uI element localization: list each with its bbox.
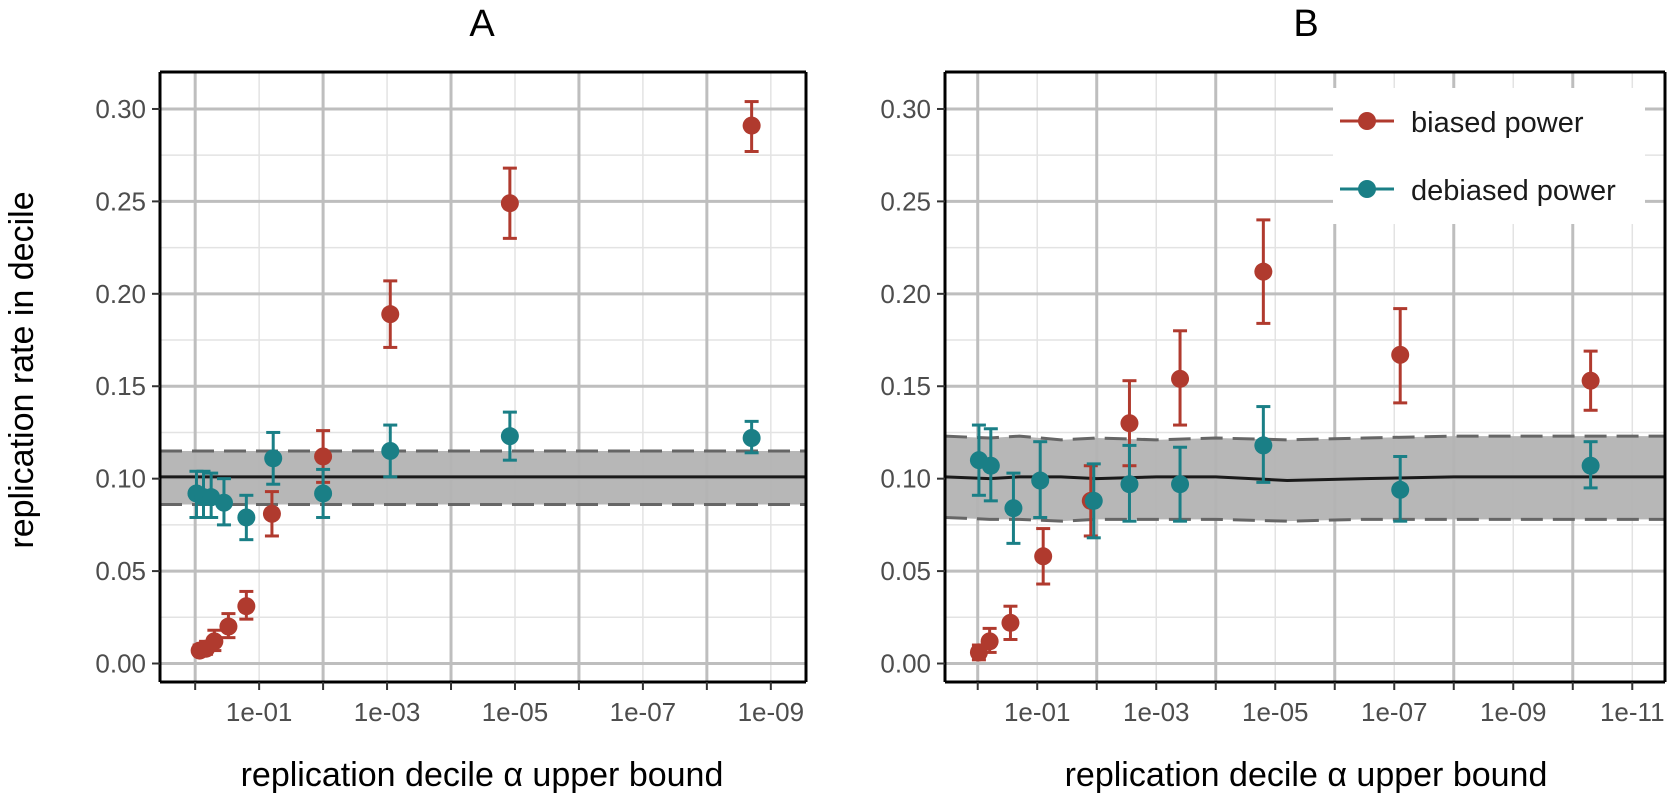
panel-b-y-tick-label: 0.10 (880, 464, 931, 494)
panel-a-y-tick-label: 0.10 (95, 464, 146, 494)
panel-a-title: A (469, 3, 495, 45)
panel-a-y-tick-label: 0.15 (95, 371, 146, 401)
panel-b-debiased-point (981, 456, 1000, 475)
panel-b-y-tick-label: 0.05 (880, 556, 931, 586)
panel-a-debiased-point (500, 427, 519, 446)
panel-b-y-tick-label: 0.25 (880, 186, 931, 216)
panel-b-x-tick-label: 1e-05 (1242, 697, 1309, 727)
panel-a-x-tick-label: 1e-07 (610, 697, 677, 727)
panel-b-title: B (1293, 3, 1318, 45)
panel-b-x-tick-label: 1e-01 (1004, 697, 1071, 727)
panel-a-x-tick-label: 1e-09 (738, 697, 805, 727)
panel-a-y-tick-label: 0.00 (95, 649, 146, 679)
panel-a-biased-point (314, 447, 333, 466)
panel-b-debiased-point (1031, 471, 1050, 490)
panel-a-y-tick-label: 0.30 (95, 94, 146, 124)
panel-a-biased-point (742, 116, 761, 135)
panel-b-biased-point (1254, 262, 1273, 281)
panel-a-x-tick-label: 1e-01 (226, 697, 293, 727)
panel-b-null-upper-dashed (944, 434, 1665, 442)
panel-a-biased-point (219, 617, 238, 636)
panel-a-biased-point (500, 194, 519, 213)
panel-a-y-tick-label: 0.05 (95, 556, 146, 586)
panel-b-y-tick-label: 0.20 (880, 279, 931, 309)
panel-b-y-tick-label: 0.00 (880, 649, 931, 679)
legend-key-biased-marker (1358, 112, 1376, 130)
panel-b-x-tick-label: 1e-03 (1123, 697, 1190, 727)
panel-a-biased-point (381, 305, 400, 324)
panel-b-y-tick-label: 0.15 (880, 371, 931, 401)
panel-b-biased-point (1001, 613, 1020, 632)
panel-a-debiased-point (742, 429, 761, 447)
panel-a-x-axis-label: replication decile α upper bound (241, 756, 724, 794)
panel-a-debiased-point (264, 449, 283, 468)
panel-b-x-tick-label: 1e-11 (1600, 697, 1665, 727)
panel-a-plot: 0.00 0.05 0.10 0.15 0.20 0.25 0.30 1e-01 1e-03 1e… (95, 70, 808, 727)
panel-a-debiased-point (381, 441, 400, 460)
panel-b-debiased-point (1391, 480, 1410, 499)
y-axis-label: replication rate in decile (3, 191, 41, 548)
panel-a-debiased-point (314, 484, 333, 503)
panel-a-x-tick-label: 1e-05 (482, 697, 549, 727)
panel-a-biased-point (237, 597, 256, 616)
legend-label-debiased: debiased power (1411, 175, 1616, 207)
panel-b-debiased-point (1120, 475, 1139, 494)
legend: biased power debiased power (1333, 88, 1645, 224)
panel-a-debiased-point (237, 508, 256, 527)
panel-b-x-tick-label: 1e-09 (1480, 697, 1547, 727)
legend-background (1333, 88, 1645, 224)
panel-b: B 0.00 0.05 0.10 0.15 0.20 0.25 0.30 1e-01 1e-03… (880, 3, 1667, 794)
panel-b-biased-point (969, 643, 988, 662)
panel-b-x-tick-label: 1e-07 (1361, 697, 1428, 727)
panel-b-x-axis-label: replication decile α upper bound (1065, 756, 1548, 794)
panel-b-biased-point (980, 632, 999, 651)
panel-a-debiased-point (214, 493, 233, 512)
panel-b-debiased-point (1581, 456, 1600, 475)
panel-b-biased-point (1034, 547, 1053, 566)
panel-a-biased-point (205, 632, 224, 651)
panel-b-biased-point (1120, 414, 1139, 433)
panel-b-debiased-point (1004, 499, 1023, 518)
panel-a-x-tick-label: 1e-03 (354, 697, 421, 727)
panel-b-y-tick-label: 0.30 (880, 94, 931, 124)
panel-b-debiased-point (1084, 491, 1103, 510)
panel-a-y-tick-label: 0.20 (95, 279, 146, 309)
legend-label-biased: biased power (1411, 107, 1584, 139)
panel-b-biased-point (1171, 369, 1190, 388)
legend-key-debiased-marker (1358, 180, 1376, 198)
panel-b-biased-point (1391, 345, 1410, 364)
panel-b-debiased-point (1254, 436, 1273, 455)
panel-b-biased-point (1581, 371, 1600, 390)
panel-b-debiased-point (1171, 475, 1190, 494)
panel-a-biased-point (262, 504, 281, 523)
panel-a: A 0.00 0.05 0.10 0.15 0.20 0.25 0.30 1e-01 1e-03… (95, 3, 808, 794)
panel-a-y-tick-label: 0.25 (95, 186, 146, 216)
